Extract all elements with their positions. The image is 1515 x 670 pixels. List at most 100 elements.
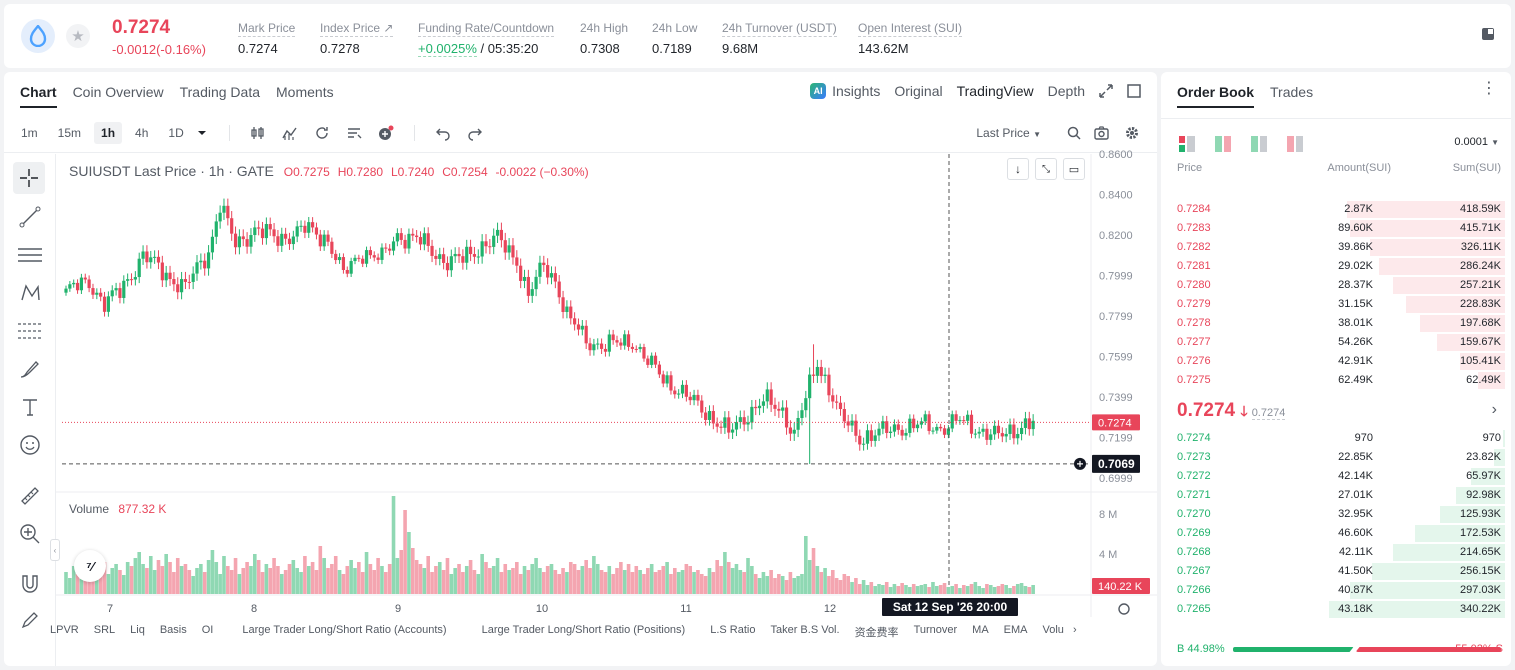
ruler-icon[interactable]: [19, 485, 41, 507]
chevron-down-icon[interactable]: [197, 128, 207, 138]
view-tradingview[interactable]: TradingView: [956, 83, 1034, 99]
text-icon[interactable]: [20, 397, 40, 417]
price-type-select[interactable]: Last Price ▼: [976, 126, 1041, 140]
indicator-ls-ratio[interactable]: L.S Ratio: [710, 624, 756, 636]
tab-coin-overview[interactable]: Coin Overview: [72, 84, 164, 100]
ask-row[interactable]: 0.7282 39.86K 326.11K: [1161, 238, 1511, 257]
indicators-icon[interactable]: [282, 125, 298, 141]
fib-tool[interactable]: [18, 319, 42, 343]
more-options-icon[interactable]: ⋮: [1481, 80, 1497, 97]
emoji-tool[interactable]: [18, 433, 42, 457]
lock-drawing-tool[interactable]: [18, 608, 42, 632]
text-tool[interactable]: [18, 395, 42, 419]
smiley-icon[interactable]: [19, 434, 41, 456]
pencil-icon[interactable]: [20, 610, 40, 630]
tab-trades[interactable]: Trades: [1270, 84, 1314, 100]
tab-moments[interactable]: Moments: [276, 84, 334, 100]
fibonacci-icon[interactable]: [18, 321, 42, 341]
brush-icon[interactable]: [19, 358, 41, 380]
favorite-star-icon[interactable]: ★: [66, 24, 90, 48]
magnet-tool[interactable]: [18, 572, 42, 596]
pattern-tool[interactable]: [18, 281, 42, 305]
indicator-funding-rate[interactable]: 资金费率: [854, 627, 899, 639]
timeframe-4h[interactable]: 4h: [135, 126, 149, 140]
timeframe-15m[interactable]: 15m: [57, 126, 82, 140]
indicator-turnover[interactable]: Turnover: [913, 624, 958, 636]
bid-row[interactable]: 0.7274 970 970: [1161, 429, 1511, 448]
maximize-icon[interactable]: ▭: [1063, 158, 1085, 180]
window-icon[interactable]: [1127, 84, 1141, 98]
crosshair-tool[interactable]: [13, 162, 45, 194]
camera-icon[interactable]: [1094, 126, 1109, 140]
ask-row[interactable]: 0.7276 42.91K 105.41K: [1161, 352, 1511, 371]
horizontal-lines-icon[interactable]: [18, 245, 42, 265]
candlestick-chart[interactable]: 0.8600 0.8400 0.8200 0.7999 0.7799 0.7599 0.73…: [4, 72, 1157, 666]
scroll-to-latest-icon[interactable]: ↓: [1007, 158, 1029, 180]
add-indicator-icon[interactable]: [378, 125, 394, 141]
collapse-icon[interactable]: ⤡: [1035, 158, 1057, 180]
tab-chart[interactable]: Chart: [20, 84, 57, 108]
zoom-tool[interactable]: [18, 522, 42, 546]
view-insights[interactable]: Insights: [832, 83, 881, 99]
ask-row[interactable]: 0.7279 31.15K 228.83K: [1161, 295, 1511, 314]
timeframe-1m[interactable]: 1m: [21, 126, 38, 140]
magnet-icon[interactable]: [19, 573, 41, 595]
crosshair-icon[interactable]: [19, 168, 39, 188]
indicator-ema[interactable]: EMA: [1003, 624, 1028, 636]
refresh-icon[interactable]: [314, 125, 330, 141]
tab-order-book[interactable]: Order Book: [1177, 84, 1255, 108]
view-asks-icon[interactable]: [1287, 136, 1303, 152]
indicator-lpvr[interactable]: LPVR: [50, 624, 79, 636]
search-icon[interactable]: [1067, 126, 1081, 140]
indicator-lt-positions[interactable]: Large Trader Long/Short Ratio (Positions…: [481, 624, 686, 636]
bid-row[interactable]: 0.7266 40.87K 297.03K: [1161, 581, 1511, 600]
view-original[interactable]: Original: [894, 83, 943, 99]
trend-line-icon[interactable]: [19, 206, 41, 228]
view-split-icon[interactable]: [1215, 136, 1231, 152]
ask-row[interactable]: 0.7283 89.60K 415.71K: [1161, 219, 1511, 238]
bid-row[interactable]: 0.7267 41.50K 256.15K: [1161, 562, 1511, 581]
redo-icon[interactable]: [467, 125, 483, 141]
indicator-oi[interactable]: OI: [201, 624, 214, 636]
bid-row[interactable]: 0.7270 32.95K 125.93K: [1161, 505, 1511, 524]
timeframe-1d[interactable]: 1D: [168, 126, 184, 140]
view-bids-icon[interactable]: [1251, 136, 1267, 152]
templates-icon[interactable]: [346, 125, 362, 141]
candle-type-icon[interactable]: [250, 125, 266, 141]
gear-icon[interactable]: [1125, 126, 1139, 140]
zoom-in-icon[interactable]: [19, 523, 41, 545]
ask-row[interactable]: 0.7284 2.87K 418.59K: [1161, 200, 1511, 219]
ask-row[interactable]: 0.7278 38.01K 197.68K: [1161, 314, 1511, 333]
undo-icon[interactable]: [435, 125, 451, 141]
chevron-right-icon[interactable]: ›: [1072, 624, 1077, 636]
chevron-right-icon[interactable]: ›: [1491, 401, 1497, 418]
bid-row[interactable]: 0.7272 42.14K 65.97K: [1161, 467, 1511, 486]
indicator-srl[interactable]: SRL: [93, 624, 116, 636]
bid-row[interactable]: 0.7273 22.85K 23.82K: [1161, 448, 1511, 467]
precision-select[interactable]: 0.0001 ▼: [1454, 136, 1499, 148]
ask-row[interactable]: 0.7275 62.49K 62.49K: [1161, 371, 1511, 390]
view-both-icon[interactable]: [1179, 136, 1195, 152]
horizontal-lines-tool[interactable]: [18, 243, 42, 267]
stat-index-price[interactable]: Index Price ↗ 0.7278: [320, 21, 394, 56]
view-depth[interactable]: Depth: [1047, 83, 1085, 99]
bid-row[interactable]: 0.7265 43.18K 340.22K: [1161, 600, 1511, 619]
trend-line-tool[interactable]: [18, 205, 42, 229]
indicator-lt-accounts[interactable]: Large Trader Long/Short Ratio (Accounts): [242, 624, 447, 636]
pattern-icon[interactable]: [19, 282, 41, 304]
timeframe-1h[interactable]: 1h: [94, 122, 123, 144]
indicator-basis[interactable]: Basis: [159, 624, 187, 636]
brush-tool[interactable]: [18, 357, 42, 381]
fullscreen-icon[interactable]: [1099, 84, 1113, 98]
tab-trading-data[interactable]: Trading Data: [179, 84, 261, 100]
bid-row[interactable]: 0.7271 27.01K 92.98K: [1161, 486, 1511, 505]
indicator-volume[interactable]: Volu: [1042, 624, 1064, 636]
bid-row[interactable]: 0.7268 42.11K 214.65K: [1161, 543, 1511, 562]
indicator-taker-vol[interactable]: Taker B.S Vol.: [770, 624, 840, 636]
indicator-liq[interactable]: Liq: [130, 624, 145, 636]
mid-price[interactable]: 0.7274 🡓 0.7274: [1177, 400, 1286, 421]
bid-row[interactable]: 0.7269 46.60K 172.53K: [1161, 524, 1511, 543]
ruler-tool[interactable]: [18, 484, 42, 508]
indicator-ma[interactable]: MA: [972, 624, 989, 636]
collapse-toolbar-icon[interactable]: ‹: [50, 539, 60, 561]
